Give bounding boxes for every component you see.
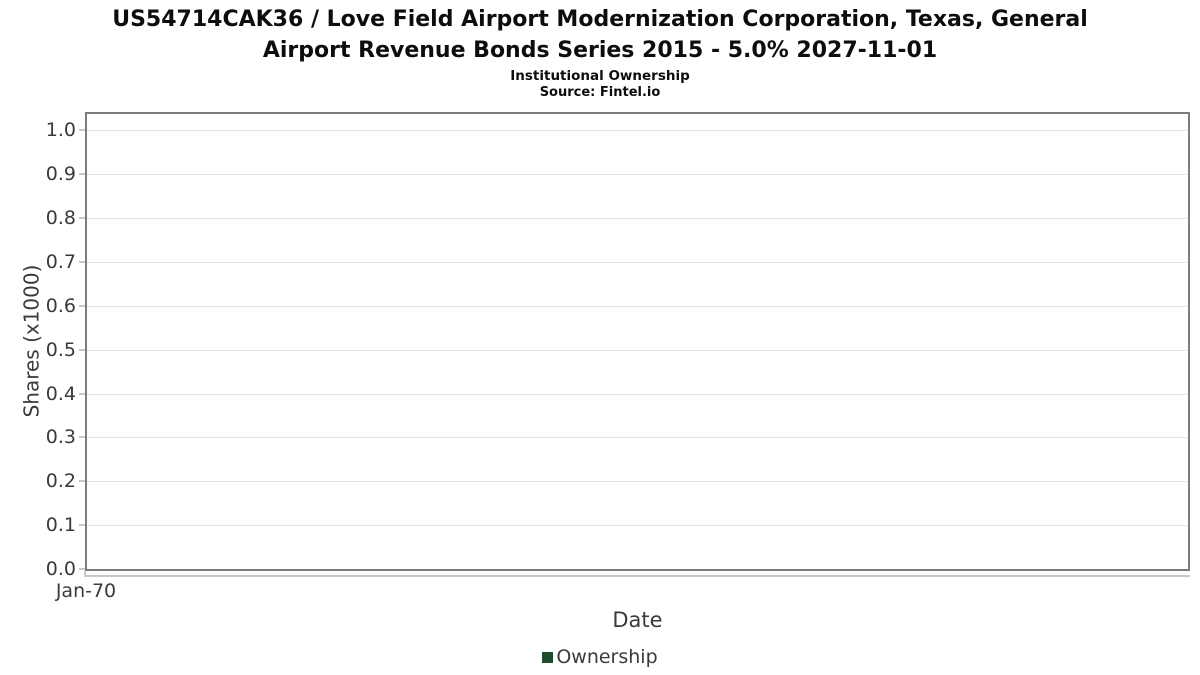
y-tick-mark-0.8 [79,217,85,220]
y-tick-label-0.9: 0.9 [45,163,76,186]
gridline-y-1.0 [87,130,1188,132]
legend-swatch-icon [542,651,554,663]
gridline-y-0.1 [87,525,1188,527]
y-tick-mark-1.0 [79,129,85,132]
y-tick-label-0.4: 0.4 [45,382,76,405]
y-tick-mark-0.6 [79,304,85,307]
gridline-y-0.2 [87,481,1188,483]
x-tick-mark [84,571,86,577]
chart-title-line-2: Airport Revenue Bonds Series 2015 - 5.0%… [262,38,938,63]
x-tick-label: Jan-70 [55,580,117,602]
legend: Ownership [0,646,1200,668]
y-tick-mark-0.9 [79,173,85,176]
chart-subtitle: Institutional Ownership [510,68,690,84]
y-tick-mark-0.5 [79,348,85,351]
plot-area [85,112,1190,571]
gridline-y-0.7 [87,261,1188,263]
y-tick-label-0.8: 0.8 [45,207,76,230]
gridline-y-0.9 [87,174,1188,176]
y-tick-mark-0.0 [79,568,85,570]
gridline-y-0.3 [87,437,1188,439]
chart-title: US54714CAK36 / Love Field Airport Modern… [0,4,1200,66]
y-tick-label-0.3: 0.3 [45,426,76,449]
x-axis-line [85,575,1190,577]
legend-item-ownership[interactable]: Ownership [542,646,658,668]
y-tick-mark-0.3 [79,436,85,439]
chart-source-credit: Source: Fintel.io [539,85,661,100]
x-axis-title: Date [612,608,663,632]
y-tick-label-0.1: 0.1 [45,514,76,537]
chart-title-line-1: US54714CAK36 / Love Field Airport Modern… [112,7,1088,32]
legend-label: Ownership [556,646,658,668]
gridline-y-0.8 [87,218,1188,220]
y-tick-label-0.7: 0.7 [45,250,76,273]
y-tick-label-0.6: 0.6 [45,294,76,317]
y-tick-mark-0.4 [79,392,85,395]
y-tick-mark-0.2 [79,480,85,483]
y-tick-label-0.5: 0.5 [45,338,76,361]
y-tick-label-0.2: 0.2 [45,470,76,493]
gridline-y-0.4 [87,393,1188,395]
gridline-y-0.6 [87,305,1188,307]
y-tick-mark-0.7 [79,260,85,263]
y-tick-mark-0.1 [79,524,85,527]
y-tick-label-1.0: 1.0 [45,119,76,142]
y-tick-label-0.0: 0.0 [45,558,76,580]
gridline-y-0.5 [87,349,1188,351]
